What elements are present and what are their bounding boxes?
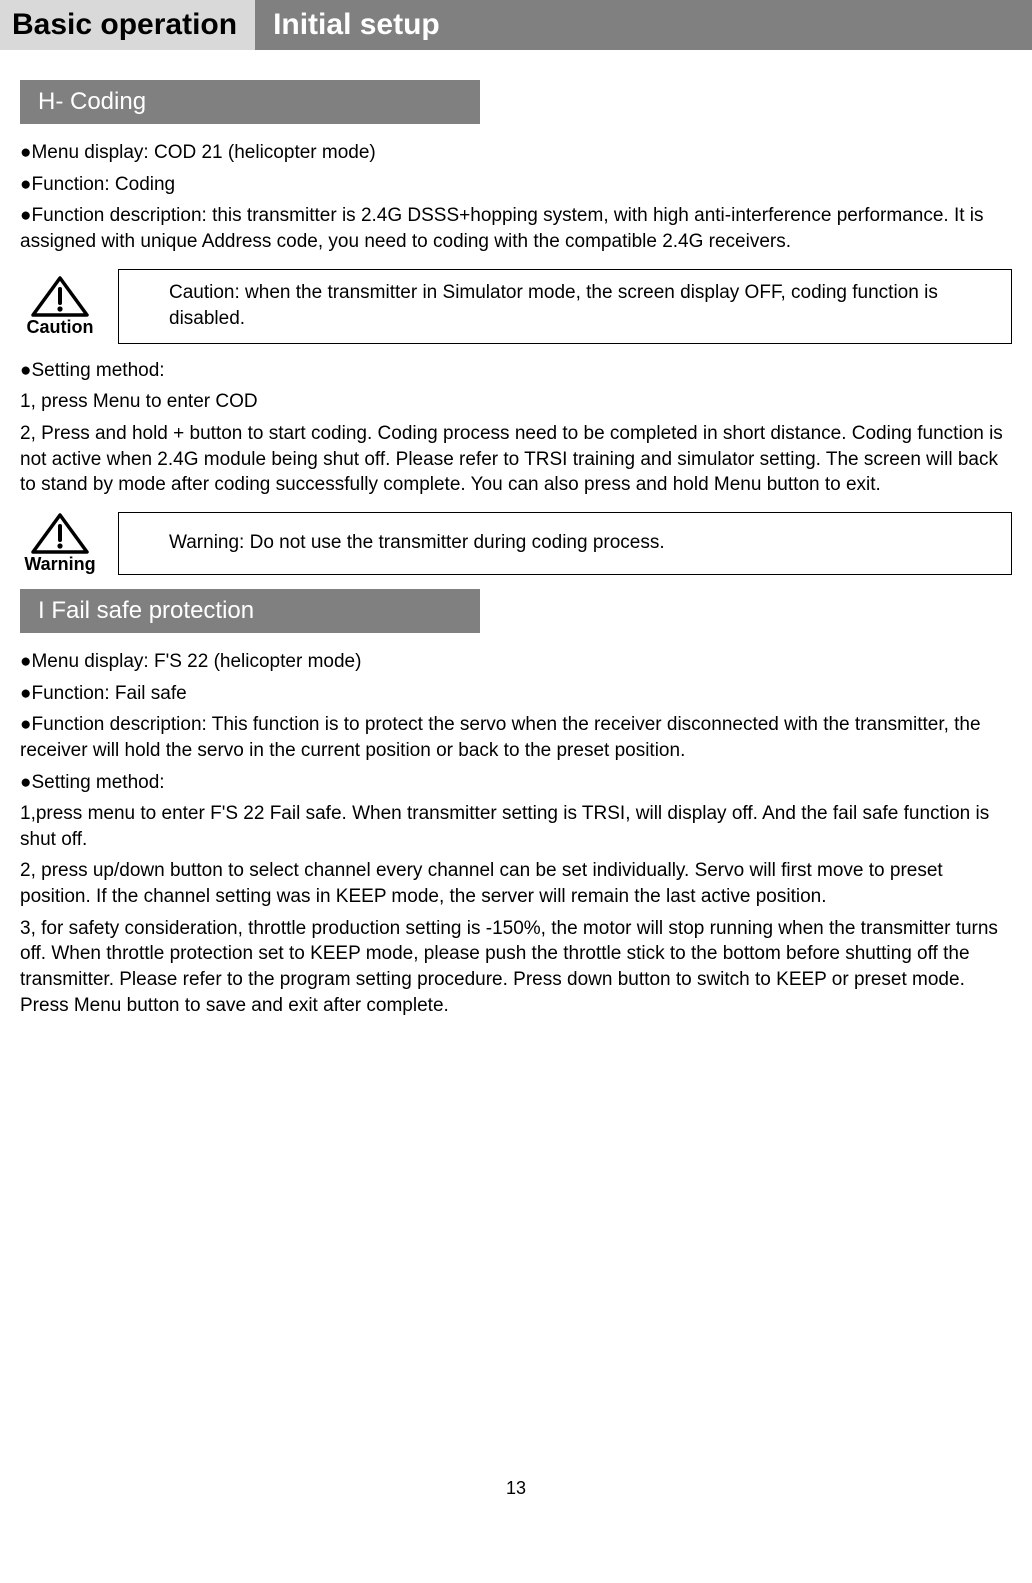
warning-callout: Warning Warning: Do not use the transmit… (20, 512, 1012, 575)
header-bar: Basic operation Initial setup (0, 0, 1032, 50)
i-bullet-setting-method: Setting method: (20, 770, 1012, 796)
caution-label: Caution (27, 317, 94, 338)
i-bullet-menu-display: Menu display: F'S 22 (helicopter mode) (20, 649, 1012, 675)
warning-box: Warning: Do not use the transmitter duri… (118, 512, 1012, 575)
page-content: H- Coding Menu display: COD 21 (helicopt… (0, 50, 1032, 1519)
i-bullet-function: Function: Fail safe (20, 681, 1012, 707)
caution-callout: Caution Caution: when the transmitter in… (20, 269, 1012, 344)
h-bullet-function: Function: Coding (20, 172, 1012, 198)
i-step-1: 1,press menu to enter F'S 22 Fail safe. … (20, 801, 1012, 852)
h-step-2: 2, Press and hold + button to start codi… (20, 421, 1012, 498)
section-h-header: H- Coding (20, 80, 480, 124)
header-right-tab: Initial setup (255, 0, 1032, 50)
warning-icon: Warning (20, 512, 100, 575)
warning-text: Warning: Do not use the transmitter duri… (133, 530, 665, 557)
h-step-1: 1, press Menu to enter COD (20, 389, 1012, 415)
i-step-3: 3, for safety consideration, throttle pr… (20, 916, 1012, 1019)
page-number: 13 (20, 1478, 1012, 1499)
warning-label: Warning (24, 554, 95, 575)
h-bullet-menu-display: Menu display: COD 21 (helicopter mode) (20, 140, 1012, 166)
header-left-tab: Basic operation (0, 0, 255, 50)
h-bullet-setting-method: Setting method: (20, 358, 1012, 384)
i-step-2: 2, press up/down button to select channe… (20, 858, 1012, 909)
i-bullet-description: Function description: This function is t… (20, 712, 1012, 763)
caution-box: Caution: when the transmitter in Simulat… (118, 269, 1012, 344)
caution-icon: Caution (20, 269, 100, 344)
h-bullet-description: Function description: this transmitter i… (20, 203, 1012, 254)
section-i-header: I Fail safe protection (20, 589, 480, 633)
caution-text: Caution: when the transmitter in Simulat… (133, 280, 997, 333)
